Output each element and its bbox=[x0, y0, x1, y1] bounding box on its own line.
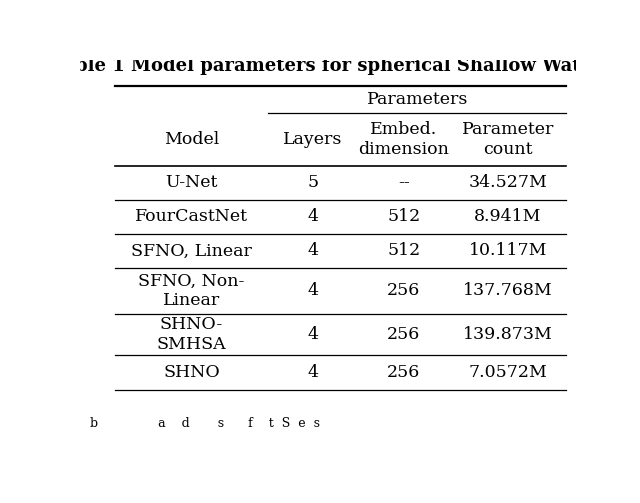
Text: 139.873M: 139.873M bbox=[463, 326, 553, 343]
Text: 4: 4 bbox=[308, 242, 319, 260]
Text: 4: 4 bbox=[308, 364, 319, 381]
Text: 5: 5 bbox=[308, 174, 319, 191]
Text: 4: 4 bbox=[308, 326, 319, 343]
Text: Embed.
dimension: Embed. dimension bbox=[358, 121, 449, 158]
Text: 34.527M: 34.527M bbox=[468, 174, 547, 191]
Text: Parameter
count: Parameter count bbox=[461, 121, 554, 158]
Text: Layers: Layers bbox=[284, 131, 343, 148]
Text: Parameters: Parameters bbox=[367, 91, 468, 108]
Text: 4: 4 bbox=[308, 282, 319, 299]
Text: SHNO-
SMHSA: SHNO- SMHSA bbox=[157, 316, 227, 353]
Text: 10.117M: 10.117M bbox=[468, 242, 547, 260]
Text: 256: 256 bbox=[387, 326, 420, 343]
Text: --: -- bbox=[398, 174, 410, 191]
Text: 137.768M: 137.768M bbox=[463, 282, 553, 299]
Text: FourCastNet: FourCastNet bbox=[135, 208, 248, 225]
Text: 256: 256 bbox=[387, 282, 420, 299]
Text: 4: 4 bbox=[308, 208, 319, 225]
Text: U-Net: U-Net bbox=[165, 174, 218, 191]
Text: 512: 512 bbox=[387, 242, 420, 260]
Text: ble 1 Model parameters for spherical Shallow Water Equatio: ble 1 Model parameters for spherical Sha… bbox=[75, 57, 640, 74]
Text: 8.941M: 8.941M bbox=[474, 208, 541, 225]
Text: b               a    d       s      f    t  S  e  s: b a d s f t S e s bbox=[90, 416, 320, 430]
Text: Model: Model bbox=[164, 131, 220, 148]
Text: SHNO: SHNO bbox=[163, 364, 220, 381]
Text: 7.0572M: 7.0572M bbox=[468, 364, 547, 381]
Text: SFNO, Linear: SFNO, Linear bbox=[131, 242, 252, 260]
Text: SFNO, Non-
Linear: SFNO, Non- Linear bbox=[138, 273, 244, 309]
Text: 256: 256 bbox=[387, 364, 420, 381]
Text: 512: 512 bbox=[387, 208, 420, 225]
